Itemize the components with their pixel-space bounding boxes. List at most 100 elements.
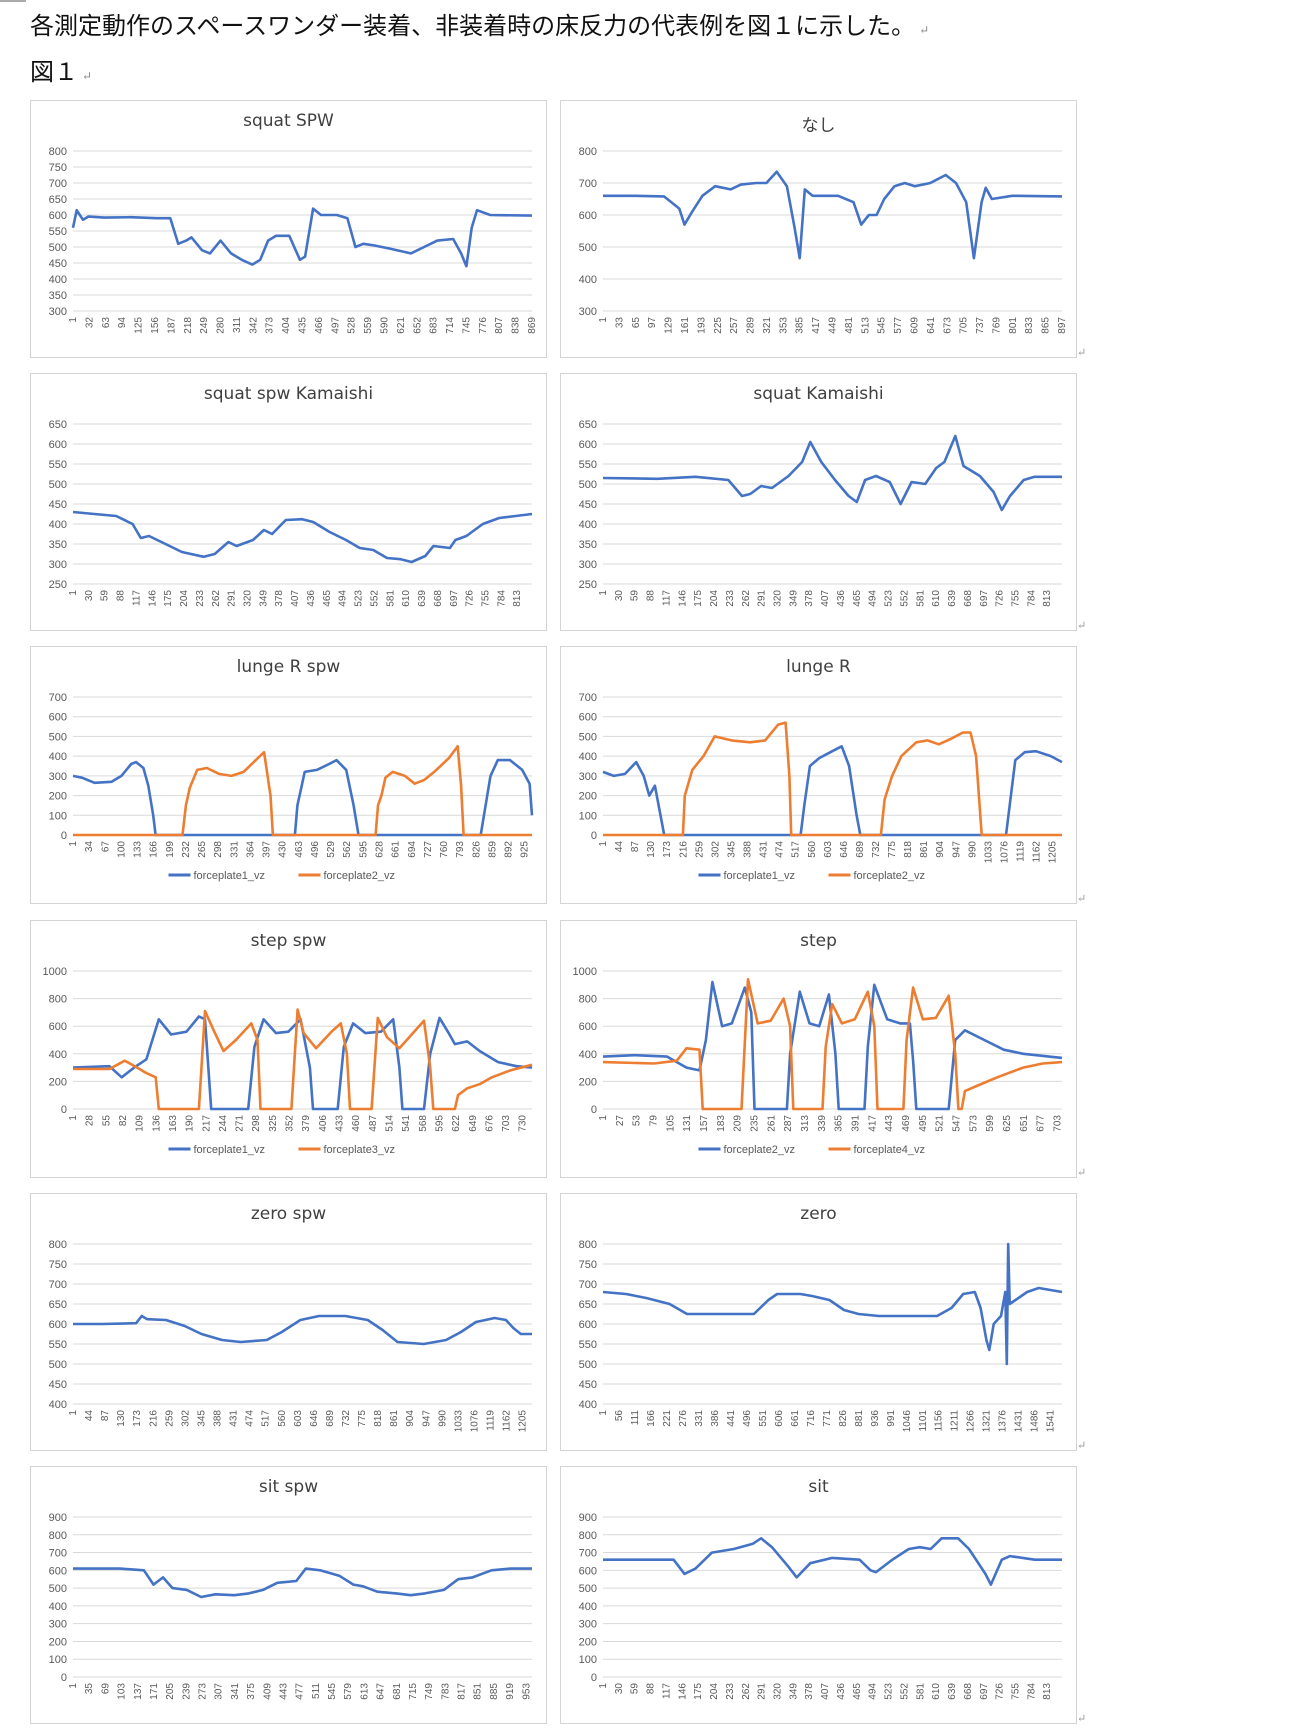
chart-panel: step 0 200 400 600 800 1000 1 27 53 79 105 131 157 183… [560, 920, 1077, 1178]
y-tick-label: 750 [49, 162, 67, 174]
x-tick-label: 388 [743, 841, 754, 858]
x-tick-label: 892 [504, 841, 515, 858]
x-tick-label: 406 [318, 1115, 329, 1132]
x-tick-label: 621 [396, 317, 407, 334]
y-tick-label: 400 [49, 519, 67, 531]
paragraph-mark-icon: ↵ [1077, 1439, 1087, 1452]
chart-svg: 250 300 350 400 450 500 550 600 650 1 30 59 88 117 146… [579, 419, 1062, 607]
y-tick-label: 600 [49, 1565, 67, 1577]
y-tick-label: 0 [591, 1104, 597, 1116]
x-tick-label: 523 [884, 590, 895, 607]
x-tick-label: 287 [783, 1115, 794, 1132]
x-tick-label: 925 [520, 841, 531, 858]
x-tick-label: 44 [84, 1410, 95, 1422]
legend-label: forceplate2_vz [854, 870, 926, 882]
x-tick-label: 1156 [934, 1410, 945, 1432]
x-tick-label: 521 [935, 1115, 946, 1132]
y-tick-label: 100 [49, 1654, 67, 1666]
x-tick-label: 581 [385, 590, 396, 607]
legend-label: forceplate1_vz [194, 870, 266, 882]
x-tick-label: 378 [804, 1683, 815, 1700]
x-tick-label: 365 [834, 1115, 845, 1132]
x-tick-label: 271 [235, 1115, 246, 1132]
x-tick-label: 529 [326, 841, 337, 858]
x-tick-label: 262 [741, 1683, 752, 1700]
y-tick-label: 800 [579, 1530, 597, 1542]
x-tick-label: 523 [354, 590, 365, 607]
x-tick-label: 44 [614, 841, 625, 853]
x-tick-label: 28 [85, 1115, 96, 1127]
x-tick-label: 573 [968, 1115, 979, 1132]
x-tick-label: 163 [168, 1115, 179, 1132]
x-tick-label: 53 [632, 1115, 643, 1127]
x-tick-label: 495 [918, 1115, 929, 1132]
x-tick-label: 1162 [1032, 841, 1043, 863]
x-tick-label: 581 [915, 1683, 926, 1700]
x-tick-label: 352 [285, 1115, 296, 1132]
x-tick-label: 652 [412, 317, 423, 334]
x-tick-label: 859 [487, 841, 498, 858]
x-tick-label: 514 [384, 1115, 395, 1132]
x-tick-label: 265 [197, 841, 208, 858]
y-tick-label: 800 [579, 1239, 597, 1251]
x-tick-label: 749 [424, 1683, 435, 1700]
y-tick-label: 400 [579, 519, 597, 531]
x-tick-label: 881 [854, 1410, 865, 1427]
x-tick-label: 1205 [1048, 841, 1059, 864]
x-tick-label: 1 [68, 317, 79, 323]
y-tick-label: 0 [591, 1672, 597, 1684]
x-tick-label: 298 [213, 841, 224, 858]
y-tick-label: 750 [49, 1259, 67, 1271]
x-tick-label: 647 [376, 1683, 387, 1700]
x-tick-label: 1 [68, 590, 79, 596]
x-tick-label: 477 [295, 1683, 306, 1700]
x-tick-label: 818 [373, 1410, 384, 1427]
x-tick-label: 668 [963, 1683, 974, 1700]
y-tick-label: 700 [579, 1279, 597, 1291]
x-tick-label: 551 [758, 1410, 769, 1427]
x-tick-label: 595 [358, 841, 369, 858]
series-line [603, 1537, 1062, 1586]
x-tick-label: 59 [630, 590, 641, 602]
x-tick-label: 801 [1008, 317, 1019, 334]
y-tick-label: 300 [49, 1619, 67, 1631]
x-tick-label: 776 [478, 317, 489, 334]
x-tick-label: 233 [195, 590, 206, 607]
x-tick-label: 689 [855, 841, 866, 858]
x-tick-label: 349 [788, 590, 799, 607]
x-tick-label: 276 [678, 1410, 689, 1427]
x-tick-label: 33 [614, 317, 625, 329]
x-tick-label: 409 [262, 1683, 273, 1700]
x-tick-label: 818 [903, 841, 914, 858]
x-tick-label: 697 [979, 1683, 990, 1700]
series-line [72, 510, 533, 564]
x-tick-label: 1 [68, 1115, 79, 1121]
chart-title: lunge R spw [236, 657, 341, 677]
y-tick-label: 450 [579, 1379, 597, 1391]
x-tick-label: 494 [338, 590, 349, 607]
x-tick-label: 233 [725, 1683, 736, 1700]
x-tick-label: 385 [795, 317, 806, 334]
x-tick-label: 175 [693, 590, 704, 607]
x-tick-label: 193 [696, 317, 707, 334]
y-tick-label: 650 [49, 1299, 67, 1311]
series-line [602, 434, 1062, 512]
y-tick-label: 100 [49, 810, 67, 822]
x-tick-label: 117 [661, 1683, 672, 1699]
x-tick-label: 897 [1057, 317, 1068, 334]
x-tick-label: 100 [116, 841, 127, 858]
x-tick-label: 581 [915, 590, 926, 607]
y-tick-label: 500 [579, 242, 597, 254]
y-tick-label: 600 [579, 439, 597, 451]
x-tick-label: 474 [245, 1410, 256, 1427]
chart-svg: 300 400 500 600 700 800 1 33 65 97 129 161 193 225 257… [579, 146, 1068, 334]
x-tick-label: 199 [165, 841, 176, 858]
chart-svg: 0 100 200 300 400 500 600 700 1 44 87 130 173 216 259 3… [579, 692, 1063, 882]
chart-panel: なし 300 400 500 600 700 800 1 33 65 97 129 161 193 225 2… [560, 100, 1077, 358]
chart-svg: 250 300 350 400 450 500 550 600 650 1 30 59 88 117 146… [49, 419, 533, 607]
x-tick-label: 726 [995, 1683, 1006, 1700]
y-tick-label: 600 [579, 1021, 597, 1033]
x-tick-label: 904 [405, 1410, 416, 1427]
x-tick-label: 668 [433, 590, 444, 607]
forceplate1-vz-line [72, 1015, 533, 1111]
